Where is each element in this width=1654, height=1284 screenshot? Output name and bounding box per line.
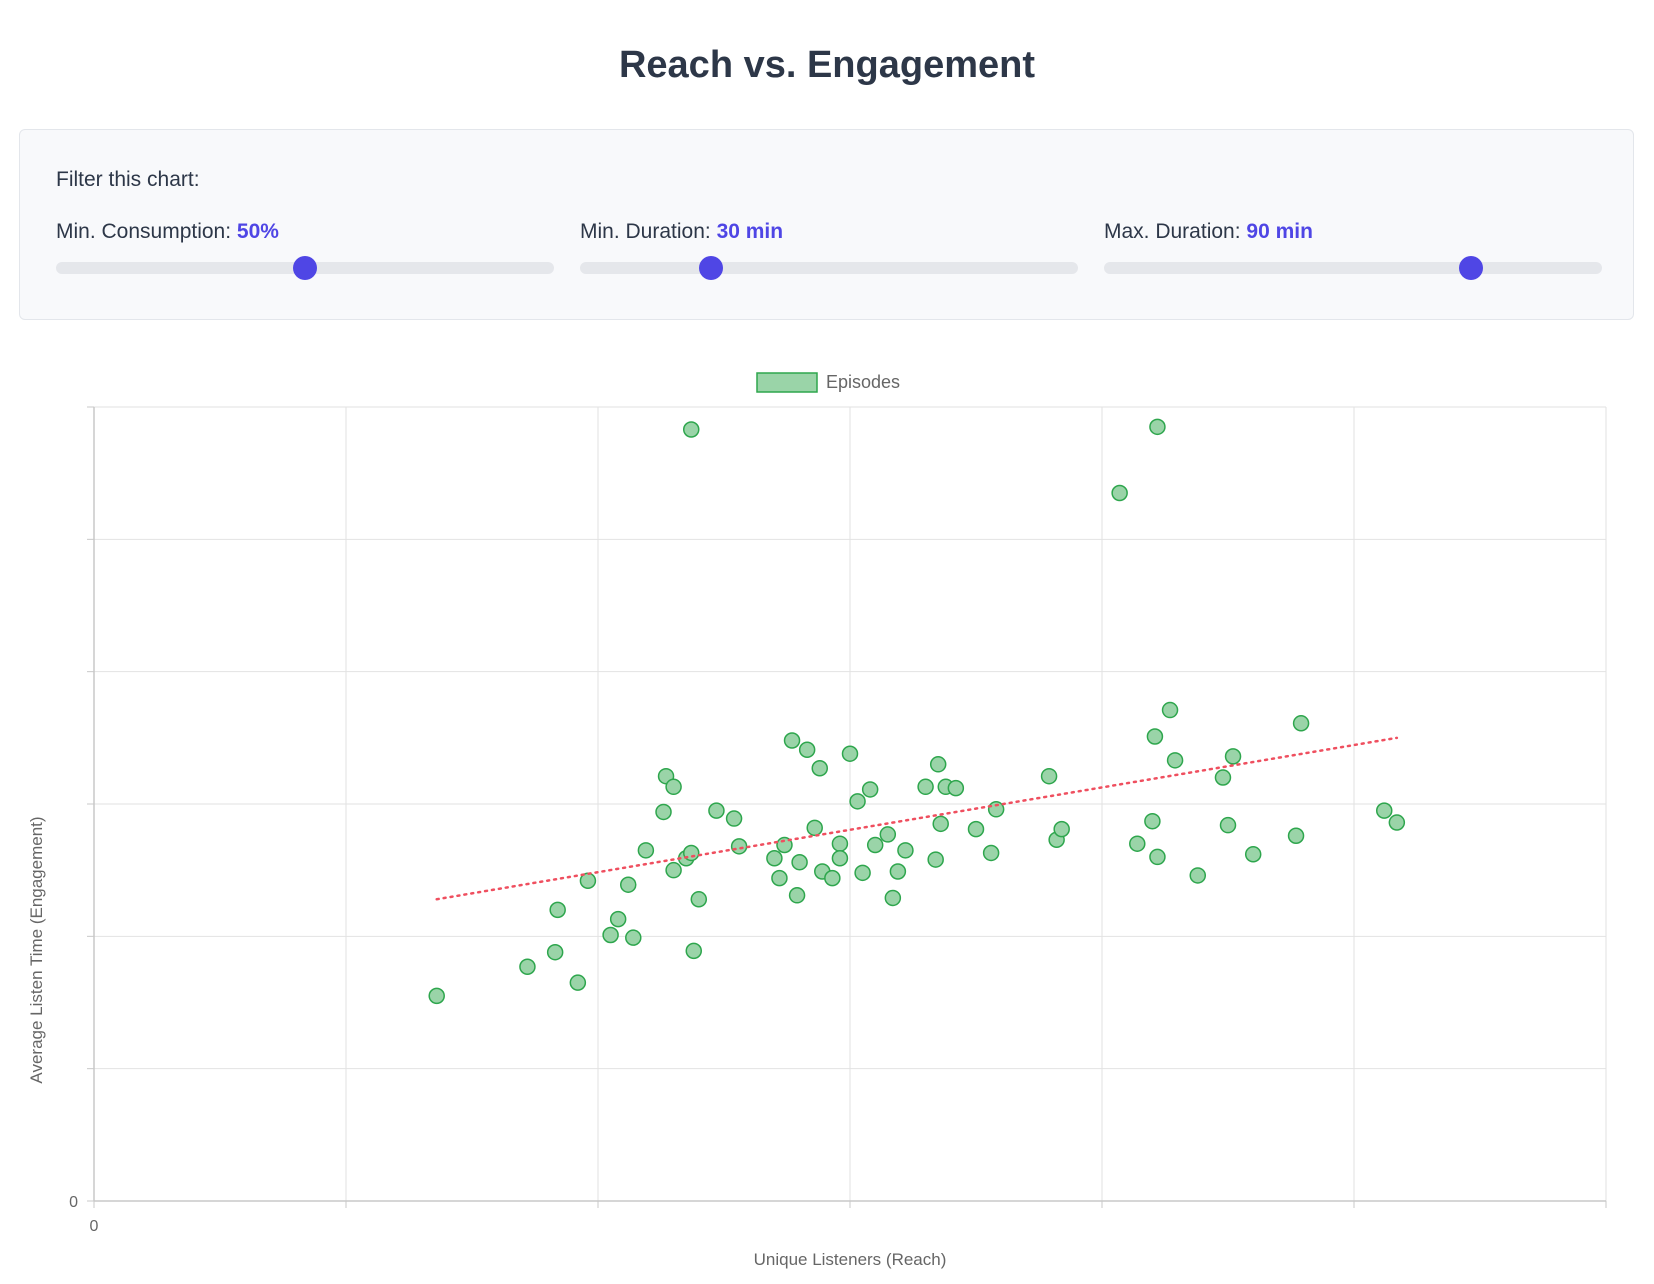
scatter-point[interactable] (771, 869, 788, 887)
min-consumption-slider-thumb[interactable] (293, 256, 317, 280)
min-consumption-slider[interactable] (56, 256, 554, 280)
max-duration-label: Max. Duration: 90 min (1104, 220, 1602, 244)
scatter-point[interactable] (824, 869, 841, 887)
scatter-point[interactable] (987, 801, 1005, 818)
scatter-point[interactable] (1053, 820, 1070, 838)
scatter-point[interactable] (1144, 812, 1161, 830)
scatter-point[interactable] (788, 887, 806, 904)
trendline (435, 736, 1399, 901)
scatter-point[interactable] (1161, 701, 1179, 719)
scatter-point[interactable] (798, 741, 816, 758)
scatter-point[interactable] (730, 838, 748, 855)
scatter-point[interactable] (849, 793, 866, 810)
scatter-point[interactable] (1375, 802, 1393, 819)
scatter-point[interactable] (1189, 867, 1207, 884)
x-tick-label: 0 (90, 1218, 99, 1235)
scatter-point[interactable] (927, 851, 944, 868)
min-duration-slider-thumb[interactable] (698, 256, 723, 280)
min-duration-filter: Min. Duration: 30 min (580, 220, 1078, 280)
scatter-point[interactable] (1287, 827, 1305, 845)
scatter-point[interactable] (619, 876, 637, 893)
scatter-point[interactable] (1129, 835, 1146, 852)
min-duration-label-text: Min. Duration: (580, 220, 711, 243)
scatter-point[interactable] (791, 853, 808, 871)
scatter-point[interactable] (665, 861, 682, 879)
y-axis-title: Average Listen Time (Engagement) (27, 816, 46, 1083)
scatter-point[interactable] (982, 844, 1000, 862)
scatter-point[interactable] (947, 779, 965, 797)
scatter-point[interactable] (929, 756, 947, 773)
scatter-point[interactable] (917, 778, 934, 796)
scatter-point[interactable] (725, 810, 743, 827)
scatter-point[interactable] (609, 910, 627, 928)
filter-panel: Filter this chart: Min. Consumption: 50%… (19, 129, 1634, 320)
scatter-point[interactable] (655, 803, 672, 821)
filter-heading: Filter this chart: (56, 168, 200, 191)
scatter-point[interactable] (625, 929, 642, 946)
scatter-point[interactable] (831, 835, 849, 852)
max-duration-slider-thumb[interactable] (1459, 256, 1484, 280)
scatter-point[interactable] (685, 942, 703, 960)
scatter-point[interactable] (690, 891, 708, 908)
min-consumption-value: 50% (236, 220, 279, 243)
scatter-point[interactable] (841, 745, 859, 762)
legend-label: Episodes (826, 372, 900, 392)
scatter-point[interactable] (1214, 769, 1232, 786)
max-duration-slider[interactable] (1104, 256, 1602, 280)
legend-swatch (756, 372, 818, 393)
min-duration-slider[interactable] (580, 256, 1078, 280)
scatter-point[interactable] (1111, 484, 1128, 502)
scatter-point[interactable] (889, 863, 907, 880)
scatter-point[interactable] (879, 826, 897, 843)
scatter-point[interactable] (1040, 767, 1058, 785)
data-points (428, 418, 1406, 1005)
scatter-point[interactable] (708, 802, 725, 819)
y-tick-label: 0 (69, 1194, 78, 1211)
min-consumption-filter: Min. Consumption: 50% (56, 220, 554, 280)
scatter-point[interactable] (806, 819, 823, 837)
max-duration-label-text: Max. Duration: (1104, 220, 1241, 243)
scatter-point[interactable] (884, 889, 902, 907)
scatter-point[interactable] (766, 850, 783, 867)
trendline-group (435, 736, 1399, 901)
chart-title: Reach vs. Engagement (618, 44, 1036, 86)
scatter-point[interactable] (1149, 418, 1166, 436)
chart-ticks: 00 (69, 406, 1607, 1235)
scatter-point[interactable] (932, 815, 949, 833)
x-axis-title: Unique Listeners (Reach) (754, 1250, 947, 1269)
scatter-point[interactable] (569, 974, 587, 991)
scatter-point[interactable] (897, 842, 914, 859)
scatter-point[interactable] (811, 760, 829, 777)
chart-legend[interactable]: Episodes (756, 372, 900, 393)
scatter-point[interactable] (665, 778, 682, 796)
scatter-point[interactable] (854, 864, 871, 882)
scatter-point[interactable] (1292, 715, 1310, 732)
scatter-point[interactable] (1224, 748, 1242, 765)
scatter-point[interactable] (602, 926, 619, 944)
scatter-point[interactable] (1149, 848, 1166, 866)
scatter-point[interactable] (967, 820, 985, 838)
scatter-point[interactable] (637, 842, 655, 859)
min-consumption-label: Min. Consumption: 50% (56, 220, 554, 244)
scatter-point[interactable] (549, 901, 566, 919)
scatter-point[interactable] (519, 958, 536, 976)
scatter-point[interactable] (428, 987, 445, 1005)
scatter-point[interactable] (1244, 846, 1262, 863)
min-consumption-label-text: Min. Consumption: (56, 220, 232, 243)
max-duration-filter: Max. Duration: 90 min (1104, 220, 1602, 280)
min-duration-label: Min. Duration: 30 min (580, 220, 1078, 244)
min-duration-value: 30 min (716, 220, 784, 243)
scatter-point[interactable] (1219, 816, 1237, 834)
scatter-point[interactable] (861, 781, 879, 798)
scatter-point[interactable] (831, 850, 849, 867)
max-duration-value: 90 min (1246, 220, 1313, 243)
scatter-point[interactable] (866, 836, 884, 854)
scatter-point[interactable] (1146, 728, 1164, 745)
scatter-point[interactable] (1166, 752, 1184, 769)
scatter-point[interactable] (682, 421, 700, 438)
scatter-point[interactable] (546, 943, 564, 961)
scatter-point[interactable] (783, 732, 801, 749)
scatter-chart: Episodes 00 Unique Listeners (Reach) Ave… (27, 372, 1607, 1269)
scatter-point[interactable] (1388, 814, 1406, 831)
